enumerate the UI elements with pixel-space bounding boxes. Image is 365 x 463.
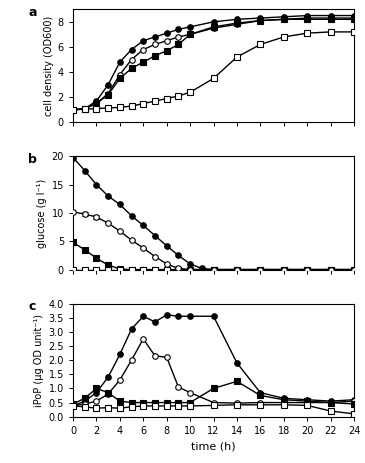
Text: b: b xyxy=(28,153,37,166)
Text: a: a xyxy=(28,6,36,19)
Text: c: c xyxy=(28,300,35,313)
Y-axis label: glucose (g l⁻¹): glucose (g l⁻¹) xyxy=(38,178,47,248)
Y-axis label: cell density (OD600): cell density (OD600) xyxy=(43,16,54,116)
Y-axis label: iPoP (µg OD unit⁻¹): iPoP (µg OD unit⁻¹) xyxy=(34,313,44,407)
X-axis label: time (h): time (h) xyxy=(191,441,236,451)
